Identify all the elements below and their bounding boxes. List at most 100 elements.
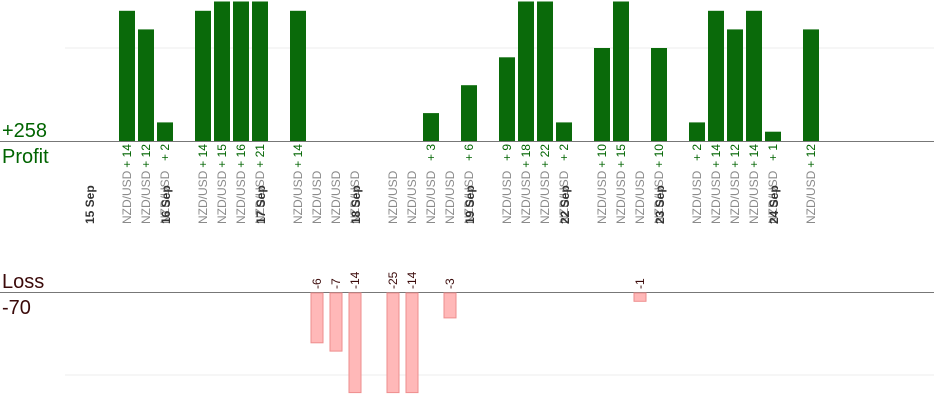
profit-bar xyxy=(119,10,135,141)
profit-bar xyxy=(689,122,705,141)
pair-label: NZD/USD xyxy=(804,170,818,224)
loss-total: -70 xyxy=(2,297,31,319)
profit-bar xyxy=(556,122,572,141)
profit-bar xyxy=(594,48,610,141)
date-label: 18 Sep xyxy=(349,185,363,224)
profit-value-label: + 14 xyxy=(291,144,305,168)
loss-value-label: -3 xyxy=(443,278,457,289)
date-label: 23 Sep xyxy=(653,185,667,224)
pair-label: NZD/USD xyxy=(538,170,552,224)
pair-label: NZD/USD xyxy=(690,170,704,224)
date-label: 16 Sep xyxy=(159,185,173,224)
profit-bar xyxy=(195,10,211,141)
profit-value-label: + 9 xyxy=(500,144,514,161)
profit-value-label: + 18 xyxy=(519,144,533,168)
loss-bar xyxy=(405,292,419,394)
profit-bar xyxy=(138,29,154,141)
profit-bar xyxy=(461,85,477,141)
profit-bar xyxy=(708,10,724,141)
profit-value-label: + 10 xyxy=(595,144,609,168)
loss-value-label: -6 xyxy=(310,278,324,289)
pair-label: NZD/USD xyxy=(158,170,172,224)
loss-bar xyxy=(310,292,324,344)
loss-bar xyxy=(386,292,400,394)
profit-value-label: + 1 xyxy=(766,144,780,161)
profit-value-label: + 2 xyxy=(690,144,704,161)
profit-bar xyxy=(613,1,629,141)
profit-bar xyxy=(746,10,762,141)
profit-total: +258 xyxy=(2,120,48,142)
pair-label: NZD/USD xyxy=(747,170,761,224)
profit-bar xyxy=(651,48,667,141)
loss-bar xyxy=(348,292,362,394)
pair-label: NZD/USD xyxy=(329,170,343,224)
profit-value-label: + 21 xyxy=(253,144,267,168)
profit-value-label: + 14 xyxy=(196,144,210,168)
loss-value-label: -25 xyxy=(386,271,400,289)
profit-bar xyxy=(233,1,249,141)
profit-value-label: + 22 xyxy=(538,144,552,168)
pair-label: NZD/USD xyxy=(196,170,210,224)
profit-value-label: + 15 xyxy=(215,144,229,168)
date-label: 17 Sep xyxy=(254,185,268,224)
pair-label: NZD/USD xyxy=(500,170,514,224)
profit-value-label: + 14 xyxy=(120,144,134,168)
pair-label: NZD/USD xyxy=(443,170,457,224)
profit-bar xyxy=(537,1,553,141)
loss-value-label: -14 xyxy=(348,271,362,289)
pair-label: NZD/USD xyxy=(348,170,362,224)
pair-label: NZD/USD xyxy=(652,170,666,224)
pair-label: NZD/USD xyxy=(614,170,628,224)
profit-value-label: + 12 xyxy=(728,144,742,168)
pair-label: NZD/USD xyxy=(766,170,780,224)
profit-value-label: + 14 xyxy=(709,144,723,168)
pair-label: NZD/USD xyxy=(120,170,134,224)
profit-bar xyxy=(290,10,306,141)
profit-bar xyxy=(499,57,515,141)
profit-value-label: + 6 xyxy=(462,144,476,161)
pair-label: NZD/USD xyxy=(709,170,723,224)
profit-bar xyxy=(157,122,173,141)
pair-label: NZD/USD xyxy=(291,170,305,224)
pair-label: NZD/USD xyxy=(310,170,324,224)
profit-value-label: + 12 xyxy=(139,144,153,168)
pair-label: NZD/USD xyxy=(386,170,400,224)
profit-value-label: + 16 xyxy=(234,144,248,168)
profit-bar xyxy=(765,131,781,141)
pair-label: NZD/USD xyxy=(462,170,476,224)
date-label: 22 Sep xyxy=(558,185,572,224)
profit-bar xyxy=(518,1,534,141)
pair-label: NZD/USD xyxy=(424,170,438,224)
pair-label: NZD/USD xyxy=(519,170,533,224)
pair-label: NZD/USD xyxy=(595,170,609,224)
date-label: 24 Sep xyxy=(767,185,781,224)
pair-label: NZD/USD xyxy=(405,170,419,224)
profit-value-label: + 3 xyxy=(424,144,438,161)
profit-value-label: + 2 xyxy=(557,144,571,161)
profit-value-label: + 10 xyxy=(652,144,666,168)
loss-bar xyxy=(329,292,343,352)
pair-label: NZD/USD xyxy=(633,170,647,224)
pair-label: NZD/USD xyxy=(234,170,248,224)
profit-label: Profit xyxy=(2,146,49,168)
loss-value-label: -7 xyxy=(329,278,343,289)
profit-bar xyxy=(214,1,230,141)
profit-bar xyxy=(803,29,819,141)
loss-bar xyxy=(443,292,457,319)
pair-label: NZD/USD xyxy=(215,170,229,224)
pair-label: NZD/USD xyxy=(557,170,571,224)
profit-value-label: + 14 xyxy=(747,144,761,168)
pair-label: NZD/USD xyxy=(253,170,267,224)
profit-value-label: + 2 xyxy=(158,144,172,161)
loss-value-label: -1 xyxy=(633,278,647,289)
profit-value-label: + 12 xyxy=(804,144,818,168)
profit-bar xyxy=(252,1,268,141)
pair-label: NZD/USD xyxy=(139,170,153,224)
profit-bar xyxy=(727,29,743,141)
date-label: 15 Sep xyxy=(83,185,97,224)
profit-bar xyxy=(423,113,439,141)
profit-value-label: + 15 xyxy=(614,144,628,168)
loss-bar xyxy=(633,292,647,302)
loss-label: Loss xyxy=(2,271,45,293)
